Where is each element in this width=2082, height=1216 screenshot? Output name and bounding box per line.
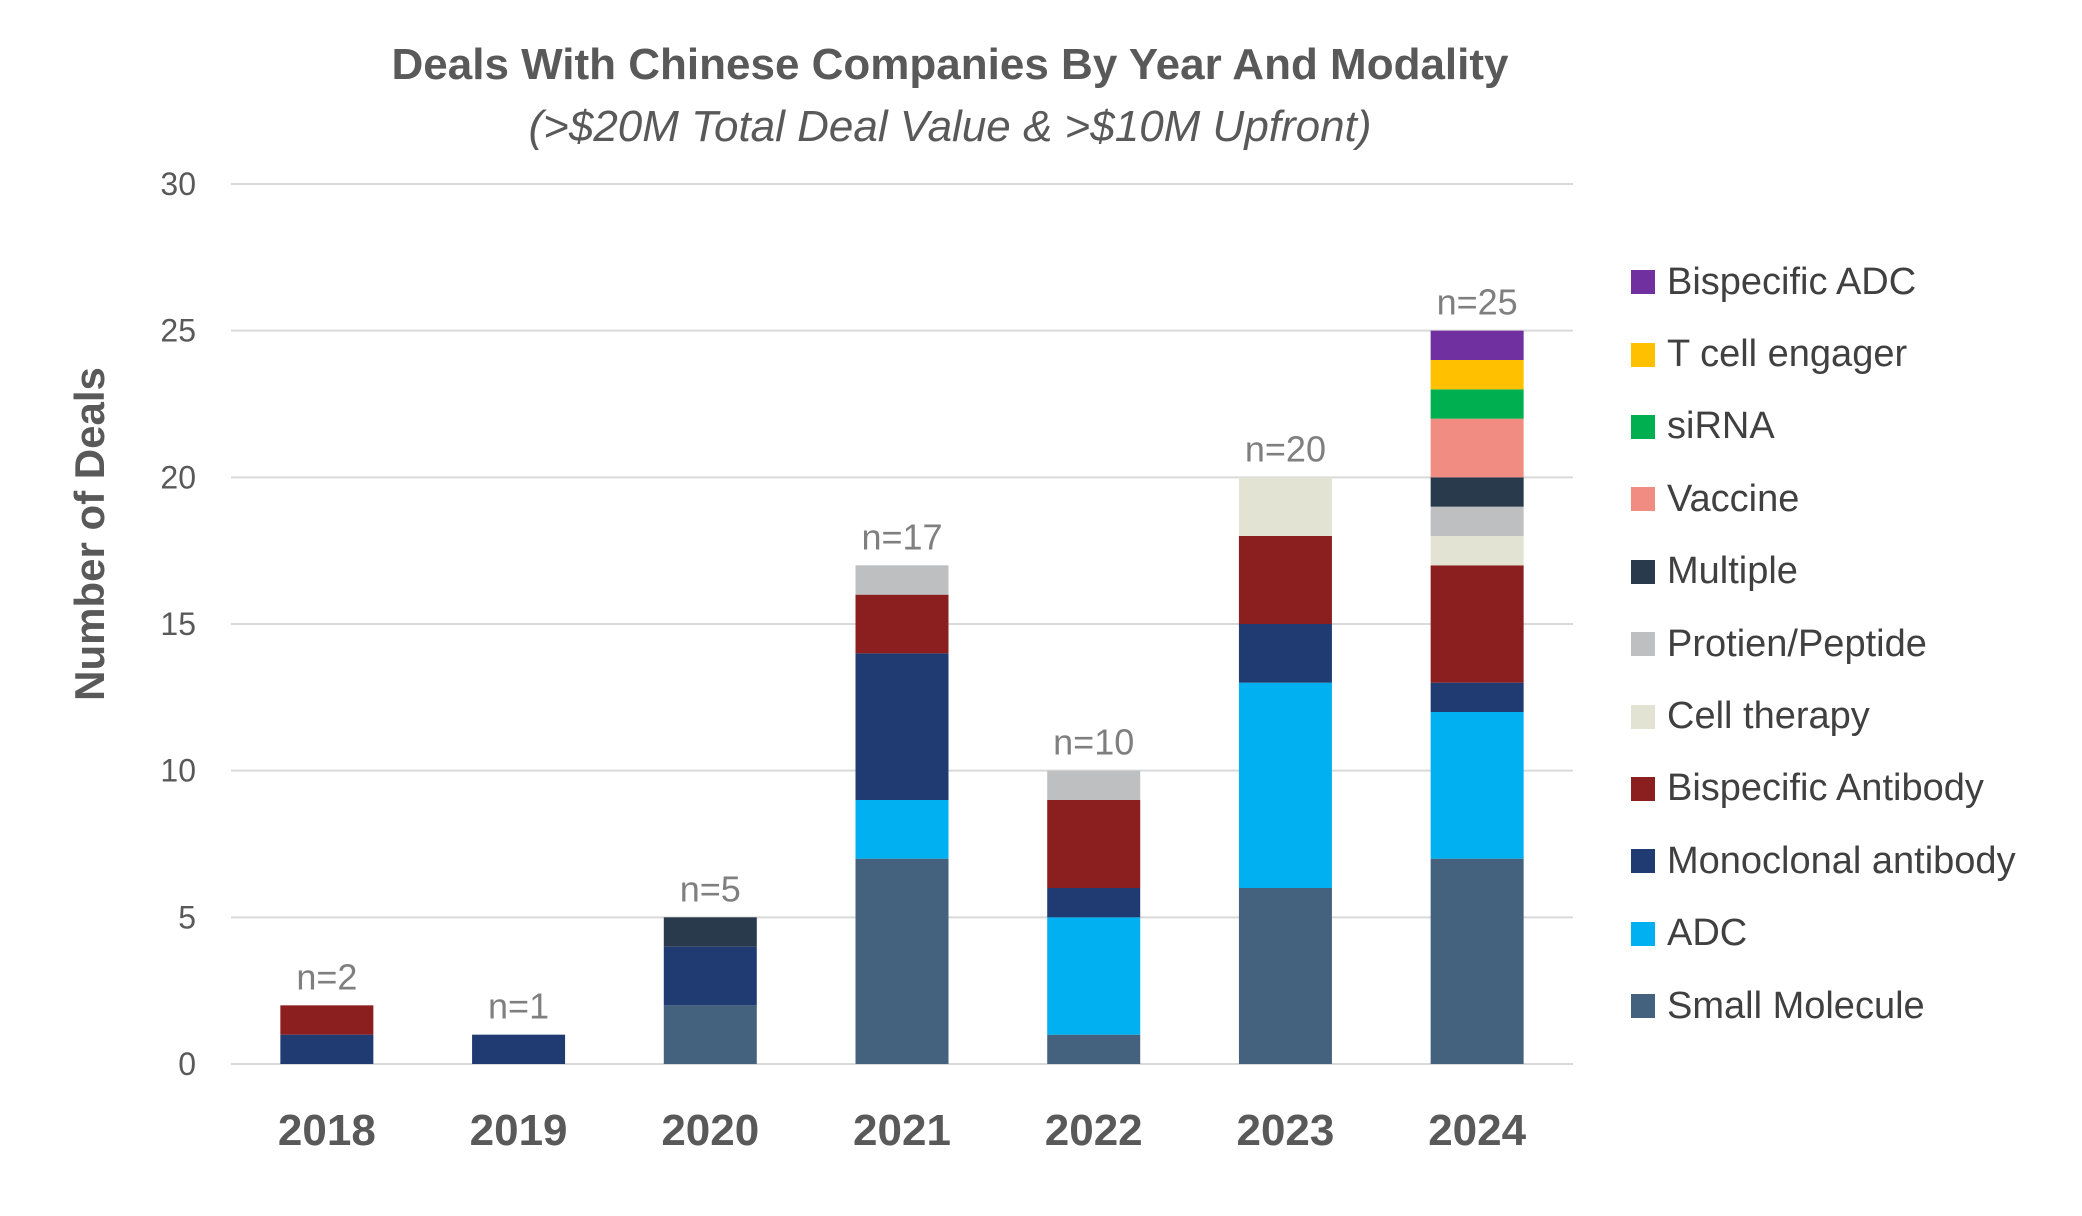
legend-swatch: [1631, 487, 1655, 512]
total-label: n=2: [296, 956, 357, 997]
total-label: n=25: [1437, 282, 1518, 323]
chart-title: Deals With Chinese Companies By Year And…: [391, 40, 1509, 89]
legend-item: T cell engager: [1631, 318, 2016, 390]
legend-swatch: [1631, 704, 1655, 729]
legend-label: Cell therapy: [1667, 695, 1870, 738]
legend-item: Bispecific Antibody: [1631, 753, 2016, 825]
total-label: n=17: [861, 516, 942, 557]
legend-swatch: [1631, 994, 1655, 1019]
bar-segment-monoclonal-antibody: [663, 946, 757, 1006]
legend-item: Multiple: [1631, 536, 2016, 608]
legend-label: siRNA: [1667, 405, 1775, 448]
total-label: n=1: [488, 986, 549, 1027]
legend-swatch: [1631, 632, 1655, 657]
bar-segment-small-molecule: [1047, 1034, 1141, 1064]
bar-segment-monoclonal-antibody: [1430, 682, 1524, 712]
bar-segment-small-molecule: [1430, 858, 1524, 1064]
legend-label: ADC: [1667, 912, 1748, 955]
legend-swatch: [1631, 776, 1655, 801]
bar-segment-protien-peptide: [1047, 770, 1141, 800]
bar-segment-cell-therapy: [1430, 536, 1524, 566]
bar-segment-adc: [855, 800, 949, 859]
legend-swatch: [1631, 342, 1655, 367]
x-tick-label: 2021: [853, 1106, 951, 1155]
total-label: n=10: [1053, 722, 1134, 763]
legend-swatch: [1631, 414, 1655, 439]
legend: Bispecific ADC T cell engager siRNA Vaccine…: [1631, 246, 2016, 1042]
y-tick-label: 20: [160, 459, 196, 495]
bar-segment-adc: [1238, 682, 1332, 888]
legend-item: Small Molecule: [1631, 970, 2016, 1042]
bar-segment-monoclonal-antibody: [1238, 624, 1332, 683]
legend-label: Small Molecule: [1667, 984, 1925, 1027]
bar-segment-small-molecule: [855, 858, 949, 1064]
legend-item: ADC: [1631, 898, 2016, 970]
bar-segment-protien-peptide: [855, 565, 949, 595]
chart-subtitle: (>$20M Total Deal Value & >$10M Upfront): [528, 102, 1372, 151]
y-tick-label: 30: [160, 166, 196, 202]
bar-segment-multiple: [1430, 477, 1524, 507]
bar-segment-bispecific-antibody: [1238, 536, 1332, 624]
y-tick-label: 5: [178, 899, 196, 935]
legend-label: Bispecific ADC: [1667, 260, 1917, 303]
bar-segment-bispecific-adc: [1430, 330, 1524, 360]
legend-label: T cell engager: [1667, 333, 1908, 376]
bar-segment-cell-therapy: [1238, 477, 1332, 536]
legend-swatch: [1631, 559, 1655, 584]
legend-item: Cell therapy: [1631, 680, 2016, 752]
y-tick-label: 0: [178, 1046, 196, 1082]
legend-item: Vaccine: [1631, 463, 2016, 535]
legend-label: Multiple: [1667, 550, 1798, 593]
x-tick-label: 2019: [470, 1106, 568, 1155]
legend-label: Protien/Peptide: [1667, 622, 1927, 665]
legend-item: Protien/Peptide: [1631, 608, 2016, 680]
bar-segment-bispecific-antibody: [1430, 565, 1524, 683]
legend-swatch: [1631, 270, 1655, 295]
legend-swatch: [1631, 849, 1655, 874]
x-tick-label: 2023: [1236, 1106, 1334, 1155]
legend-label: Vaccine: [1667, 477, 1800, 520]
bar-segment-bispecific-antibody: [1047, 800, 1141, 888]
bar-segment-monoclonal-antibody: [855, 653, 949, 800]
legend-label: Monoclonal antibody: [1667, 839, 2016, 882]
legend-item: Bispecific ADC: [1631, 246, 2016, 318]
bar-segment-adc: [1430, 712, 1524, 859]
bar-segment-monoclonal-antibody: [280, 1034, 374, 1064]
legend-item: siRNA: [1631, 391, 2016, 463]
y-tick-label: 15: [160, 606, 196, 642]
y-tick-label: 10: [160, 753, 196, 789]
total-label: n=20: [1245, 428, 1326, 469]
bar-segment-multiple: [663, 917, 757, 947]
x-tick-label: 2022: [1045, 1106, 1143, 1155]
bar-segment-vaccine: [1430, 418, 1524, 478]
bar-segment-sirna: [1430, 389, 1524, 419]
x-tick-label: 2018: [278, 1106, 376, 1155]
legend-label: Bispecific Antibody: [1667, 767, 1984, 810]
bar-segment-bispecific-antibody: [855, 594, 949, 654]
bar-segment-adc: [1047, 917, 1141, 1035]
bar-segment-bispecific-antibody: [280, 1005, 374, 1035]
bar-segment-small-molecule: [663, 1005, 757, 1064]
legend-swatch: [1631, 921, 1655, 946]
bar-segment-protien-peptide: [1430, 506, 1524, 536]
x-tick-label: 2024: [1428, 1106, 1526, 1155]
legend-item: Monoclonal antibody: [1631, 825, 2016, 897]
bar-segment-small-molecule: [1238, 888, 1332, 1064]
total-label: n=5: [680, 868, 741, 909]
bar-segment-monoclonal-antibody: [1047, 888, 1141, 918]
x-tick-label: 2020: [661, 1106, 759, 1155]
y-tick-label: 25: [160, 313, 196, 349]
bar-segment-monoclonal-antibody: [472, 1034, 566, 1064]
bar-segment-t-cell-engager: [1430, 360, 1524, 390]
